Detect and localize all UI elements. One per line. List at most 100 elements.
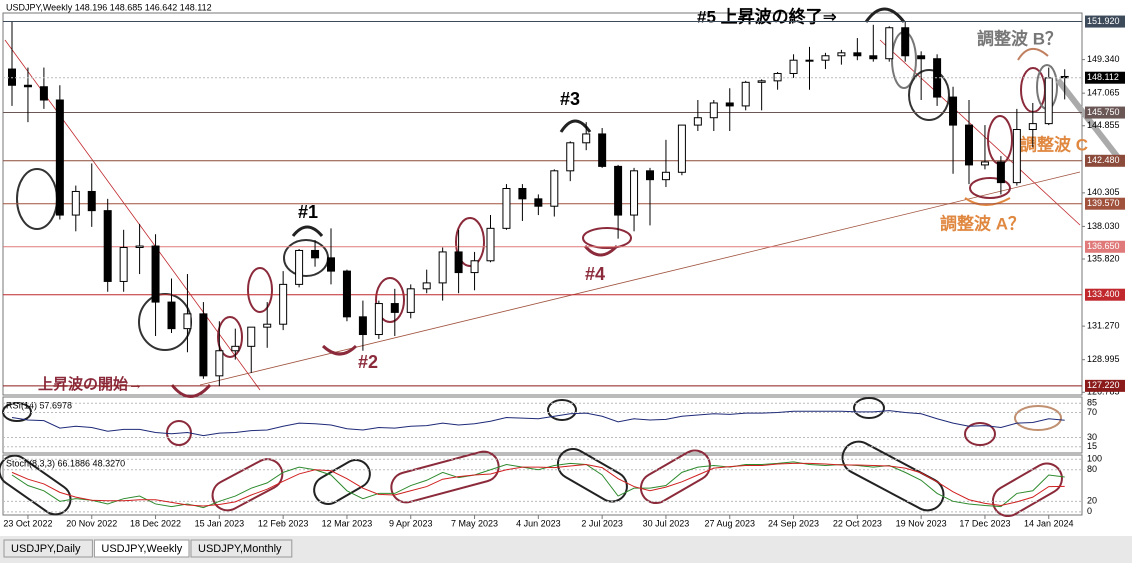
- candle-body: [805, 59, 814, 62]
- candle-body: [263, 323, 272, 328]
- circle: [964, 422, 996, 446]
- circle: [582, 227, 632, 249]
- tab[interactable]: USDJPY,Monthly: [190, 539, 293, 558]
- candle-body: [295, 249, 304, 285]
- level-box: [1085, 379, 1125, 392]
- annotation: #3: [560, 89, 580, 109]
- candle-body: [853, 52, 862, 57]
- stoch-panel: [2, 454, 1083, 516]
- y-tick-label: 144.855: [1087, 120, 1120, 130]
- y-tick-label: 138.030: [1087, 221, 1120, 231]
- candle-body: [965, 124, 973, 166]
- x-tick-label: 12 Feb 2023: [258, 518, 309, 528]
- candle-body: [231, 345, 240, 352]
- trend-line: [879, 39, 1081, 226]
- trend-line: [199, 171, 1081, 386]
- tab-box[interactable]: [3, 539, 93, 558]
- annotation: #5 上昇波の終了⇒: [697, 6, 837, 26]
- candle-body: [885, 27, 894, 60]
- rsi-label: RSI(14) 57.6978: [6, 400, 72, 410]
- x-tick-label: 7 May 2023: [451, 518, 498, 528]
- candle-body: [917, 55, 926, 60]
- y-tick-label: 30: [1087, 432, 1097, 442]
- arc: [291, 225, 324, 237]
- x-tick-label: 18 Dec 2022: [130, 518, 181, 528]
- y-tick-label: 70: [1087, 407, 1097, 417]
- candle-body: [582, 133, 591, 144]
- annotation: #4: [585, 264, 605, 284]
- candle-body: [757, 80, 766, 83]
- chart-title: USDJPY,Weekly 148.196 148.685 146.642 14…: [6, 2, 212, 12]
- indicator-line: [11, 462, 1065, 507]
- candle-body: [1028, 123, 1037, 131]
- x-tick-label: 24 Sep 2023: [768, 518, 819, 528]
- y-tick-label: 131.270: [1087, 320, 1120, 330]
- candle-body: [71, 190, 80, 216]
- tab-box[interactable]: [93, 539, 190, 558]
- candle-body: [103, 210, 112, 282]
- candle-body: [390, 303, 399, 313]
- level-box: [1085, 197, 1125, 210]
- candle-body: [199, 313, 208, 377]
- circle: [547, 399, 577, 421]
- x-tick-label: 30 Jul 2023: [643, 518, 690, 528]
- candle-body: [789, 59, 798, 74]
- level-box: [1085, 154, 1125, 167]
- x-tick-label: 22 Oct 2023: [833, 518, 882, 528]
- candle-body: [709, 102, 718, 119]
- candle-body: [486, 227, 495, 262]
- candle-body: [996, 161, 1005, 184]
- candle-body: [901, 27, 910, 57]
- annotation: 調整波 B？: [977, 28, 1062, 48]
- indicator-line: [11, 410, 1065, 437]
- y-tick-label: 128.995: [1087, 354, 1120, 364]
- tab[interactable]: USDJPY,Weekly: [93, 539, 190, 558]
- candle-body: [39, 86, 48, 101]
- tab-label[interactable]: USDJPY,Daily: [11, 543, 81, 555]
- x-tick-label: 20 Nov 2022: [66, 518, 117, 528]
- y-tick-label: 0: [1087, 506, 1092, 516]
- circle: [991, 462, 1063, 517]
- tab-label[interactable]: USDJPY,Monthly: [198, 543, 282, 555]
- tab[interactable]: USDJPY,Daily: [3, 539, 93, 558]
- arc: [964, 197, 1011, 206]
- candle-body: [438, 251, 447, 284]
- annotation: #1: [298, 202, 318, 222]
- tab-label[interactable]: USDJPY,Weekly: [101, 543, 182, 555]
- indicator-line: [11, 461, 1065, 509]
- circle: [853, 397, 885, 419]
- arc: [1017, 48, 1049, 61]
- x-tick-label: 17 Dec 2023: [959, 518, 1010, 528]
- x-tick-label: 14 Jan 2024: [1024, 518, 1074, 528]
- candle-body: [215, 350, 224, 377]
- candle-body: [23, 84, 32, 88]
- annotation: 上昇波の開始→: [38, 375, 143, 393]
- x-tick-label: 9 Apr 2023: [389, 518, 433, 528]
- y-tick-label: 100: [1087, 454, 1102, 464]
- candle-body: [534, 198, 543, 207]
- candle-body: [837, 52, 846, 57]
- level-label: 139.570: [1087, 198, 1120, 208]
- x-tick-label: 27 Aug 2023: [704, 518, 755, 528]
- candle-body: [773, 72, 782, 82]
- candle-body: [470, 260, 479, 274]
- rsi-panel: [2, 396, 1083, 454]
- candle-body: [630, 170, 639, 216]
- candle-body: [55, 99, 64, 216]
- y-tick-label: 20: [1087, 496, 1097, 506]
- arrow: [1055, 78, 1123, 162]
- candle-body: [646, 170, 654, 181]
- level-label: 142.480: [1087, 155, 1120, 165]
- candle-body: [677, 124, 686, 173]
- candle-body: [550, 170, 559, 207]
- candle-body: [119, 247, 128, 282]
- candle-body: [1044, 77, 1053, 125]
- arc: [559, 119, 592, 133]
- y-tick-label: 149.340: [1087, 54, 1120, 64]
- level-box: [1085, 240, 1125, 253]
- level-label: 151.920: [1087, 16, 1120, 26]
- tab-box[interactable]: [190, 539, 293, 558]
- x-tick-label: 19 Nov 2023: [896, 518, 947, 528]
- candle-body: [374, 303, 383, 336]
